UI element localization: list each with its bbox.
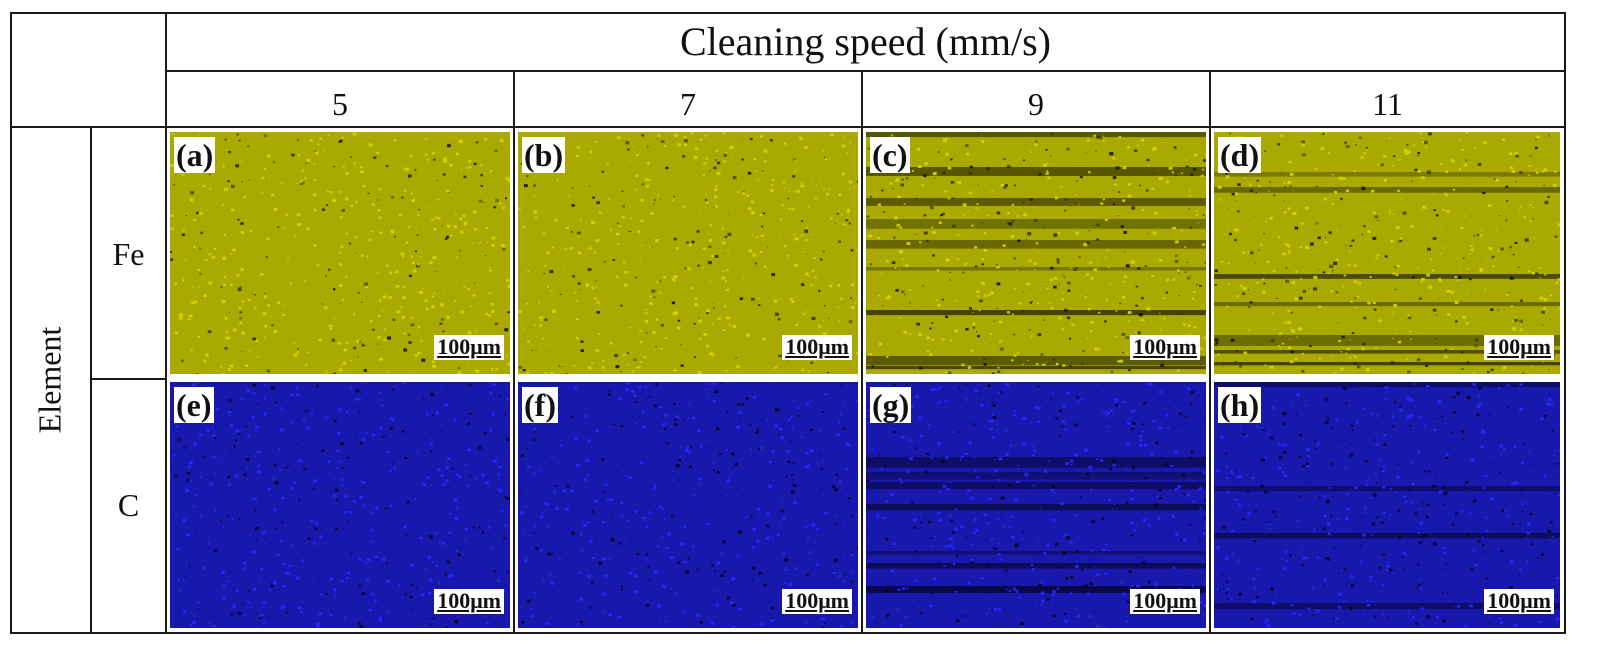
element-map-texture	[170, 132, 510, 374]
scale-bar-label: 100μm	[785, 588, 849, 613]
speed-5-header: 5	[332, 86, 348, 122]
element-map-texture	[1214, 132, 1560, 374]
scale-bar: 100μm	[1484, 335, 1554, 360]
element-column-divider	[90, 126, 92, 634]
panel-e-c-5: (e) 100μm	[170, 382, 510, 628]
panel-c-label: (c)	[870, 137, 910, 173]
panel-h-label: (h)	[1218, 387, 1262, 423]
cleaning-speed-header: Cleaning speed (mm/s)	[679, 19, 1052, 64]
label-column-divider	[165, 12, 167, 634]
panel-a-fe-5: (a) 100μm	[170, 132, 510, 374]
scale-bar-label: 100μm	[1133, 588, 1197, 613]
speed-column-divider-2	[861, 70, 863, 634]
panel-c-fe-9: (c) 100μm	[866, 132, 1206, 374]
scale-bar-label: 100μm	[785, 334, 849, 359]
header-bottom-border	[10, 126, 1566, 128]
panel-g-c-9: (g) 100μm	[866, 382, 1206, 628]
speed-11-header: 11	[1372, 86, 1403, 122]
element-map-texture	[1214, 382, 1560, 628]
panel-g-label: (g)	[870, 387, 912, 423]
speed-9-header: 9	[1028, 86, 1044, 122]
element-map-texture	[518, 132, 858, 374]
panel-h-c-11: (h) 100μm	[1214, 382, 1560, 628]
scale-bar: 100μm	[434, 589, 504, 614]
scale-bar-label: 100μm	[1487, 334, 1551, 359]
scale-bar: 100μm	[434, 335, 504, 360]
eds-mapping-figure: Cleaning speed (mm/s) 5 7 9 11 Element F…	[10, 12, 1566, 634]
panel-d-label: (d)	[1218, 137, 1262, 173]
speed-column-divider-3	[1209, 70, 1211, 634]
c-row-label: C	[117, 487, 140, 523]
scale-bar: 100μm	[1130, 335, 1200, 360]
panel-e-label: (e)	[174, 387, 214, 423]
panel-b-fe-7: (b) 100μm	[518, 132, 858, 374]
element-label: Element	[31, 326, 68, 434]
table-border-top	[10, 12, 1566, 14]
panel-b-label: (b)	[522, 137, 566, 173]
scale-bar-label: 100μm	[1133, 334, 1197, 359]
table-border-bottom	[10, 632, 1566, 634]
element-map-texture	[518, 382, 858, 628]
scale-bar-label: 100μm	[437, 588, 501, 613]
fe-row-label: Fe	[112, 236, 145, 272]
scale-bar-label: 100μm	[1487, 588, 1551, 613]
element-row-group: Element	[10, 127, 90, 634]
scale-bar: 100μm	[1484, 589, 1554, 614]
panel-f-label: (f)	[522, 387, 558, 423]
scale-bar-label: 100μm	[437, 334, 501, 359]
speed-7-header: 7	[680, 86, 696, 122]
scale-bar: 100μm	[782, 589, 852, 614]
panel-f-c-7: (f) 100μm	[518, 382, 858, 628]
table-border-right	[1564, 12, 1566, 634]
scale-bar: 100μm	[782, 335, 852, 360]
panel-d-fe-11: (d) 100μm	[1214, 132, 1560, 374]
scale-bar: 100μm	[1130, 589, 1200, 614]
table-border-left	[10, 12, 12, 634]
panel-a-label: (a)	[174, 137, 216, 173]
element-map-texture	[866, 132, 1206, 374]
speed-column-divider-1	[513, 70, 515, 634]
header-divider	[165, 70, 1566, 72]
row-divider-labels	[90, 378, 167, 380]
element-map-texture	[170, 382, 510, 628]
